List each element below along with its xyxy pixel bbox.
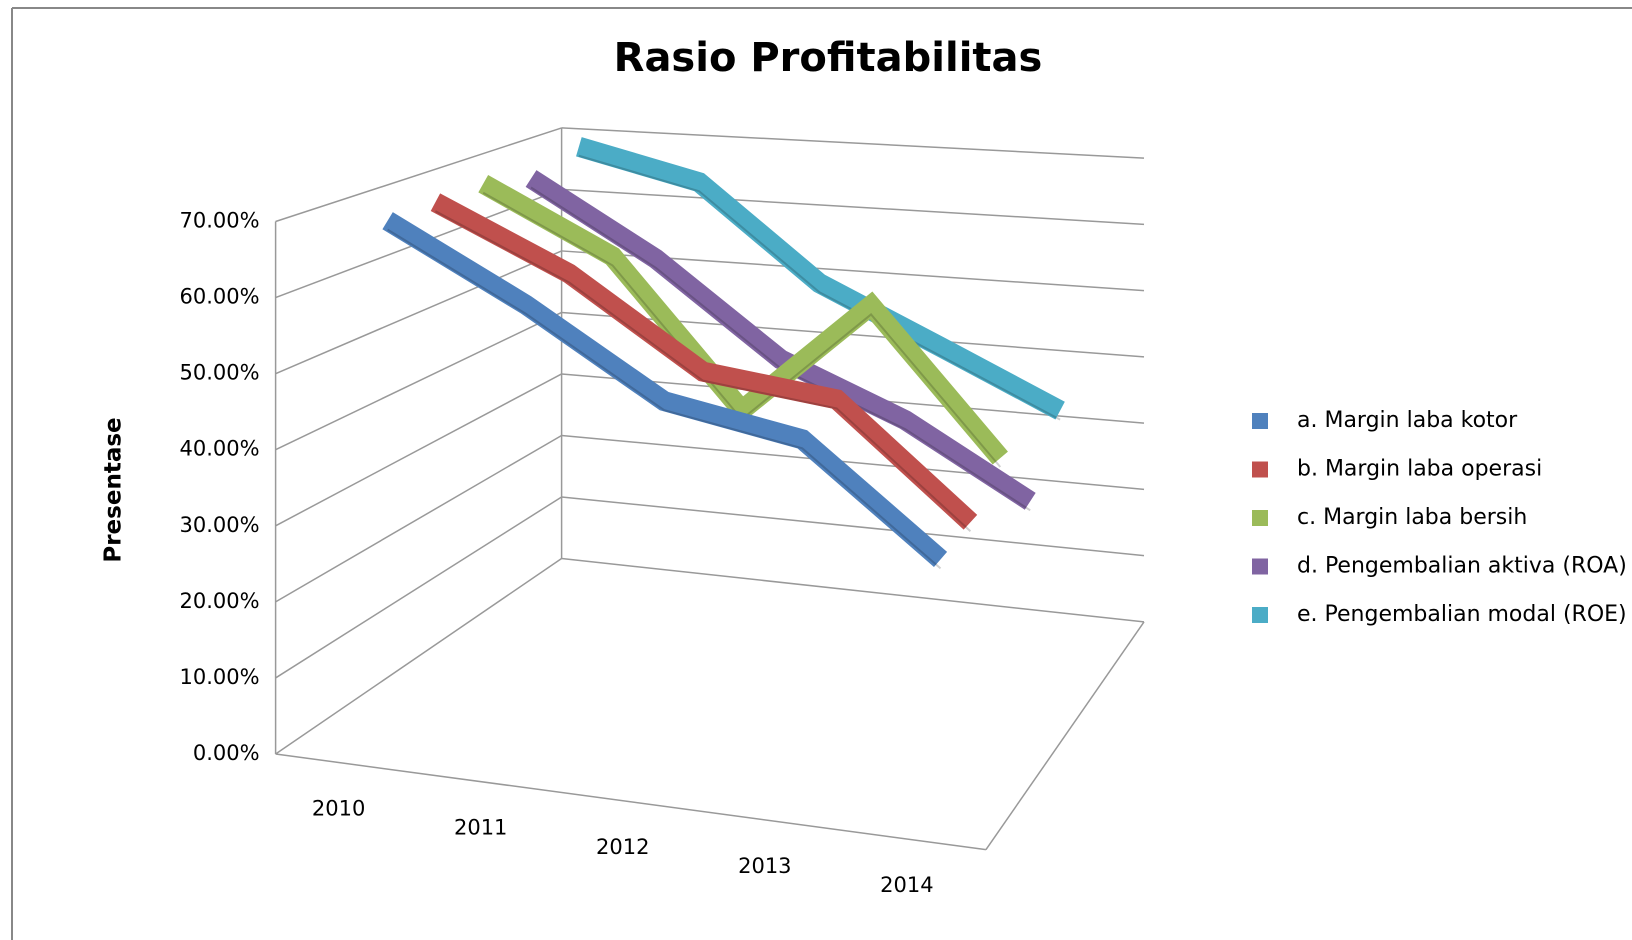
y-axis-label: Presentase	[101, 417, 127, 562]
series-line	[478, 174, 1008, 465]
y-tick-label: 10.00%	[180, 665, 260, 689]
axis-line	[275, 753, 987, 851]
legend-label: b. Margin laba operasi	[1297, 457, 1542, 482]
legend-label: a. Margin laba kotor	[1297, 408, 1518, 433]
series-line	[382, 212, 948, 567]
grid-line	[561, 557, 1145, 623]
grid-line	[275, 557, 563, 755]
legend-label: c. Margin laba bersih	[1297, 505, 1527, 530]
x-tick-label: 2013	[738, 854, 791, 878]
axis-line	[985, 621, 1145, 851]
x-tick-label: 2012	[596, 835, 649, 859]
legend-swatch	[1252, 558, 1268, 575]
chart-title: Rasio Profitabilitas	[614, 35, 1043, 81]
grid-line	[275, 127, 562, 223]
x-tick-label: 2010	[312, 797, 365, 821]
grid-line	[561, 127, 1145, 159]
legend-label: d. Pengembalian aktiva (ROA)	[1297, 554, 1627, 579]
x-tick-label: 2014	[880, 873, 933, 897]
grid-line	[275, 250, 562, 375]
series-line	[525, 170, 1036, 510]
legend-swatch	[1252, 461, 1268, 478]
y-tick-label: 40.00%	[180, 437, 260, 461]
grid-line	[275, 311, 562, 451]
y-tick-label: 60.00%	[180, 285, 260, 309]
y-tick-label: 70.00%	[180, 209, 260, 233]
grid-line	[561, 188, 1145, 226]
grid-line	[561, 496, 1145, 557]
legend-label: e. Pengembalian modal (ROE)	[1297, 602, 1627, 627]
series-line-edge	[387, 228, 942, 570]
legend-swatch	[1252, 607, 1268, 623]
x-tick-label: 2011	[454, 816, 507, 840]
y-tick-label: 20.00%	[180, 589, 260, 613]
series-line	[430, 193, 978, 530]
y-tick-label: 0.00%	[193, 741, 260, 765]
grid-line	[275, 373, 562, 527]
grid-line	[275, 434, 562, 603]
grid-line	[275, 496, 563, 679]
legend-swatch	[1252, 413, 1268, 429]
series-line	[576, 137, 1065, 420]
series-line-edge	[578, 154, 1061, 421]
y-tick-label: 30.00%	[180, 513, 260, 537]
legend-swatch	[1252, 510, 1268, 526]
y-tick-label: 50.00%	[180, 361, 260, 385]
grid-line	[561, 434, 1145, 491]
series-line-edge	[434, 210, 972, 532]
